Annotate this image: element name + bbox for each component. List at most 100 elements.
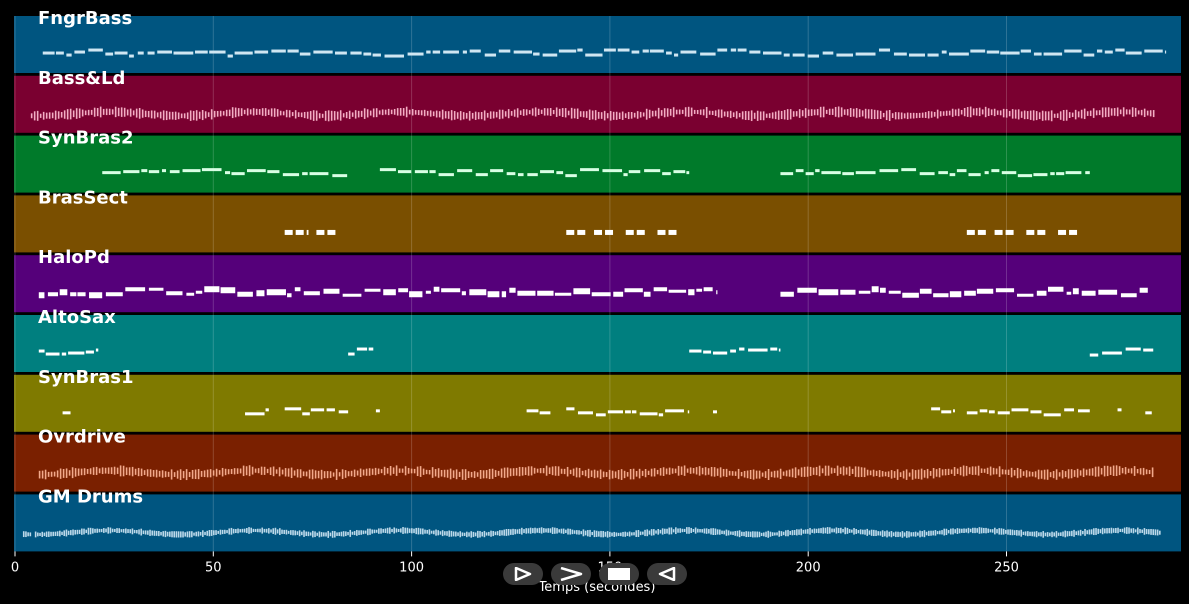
note [822, 527, 825, 534]
note [183, 113, 186, 119]
note [1130, 468, 1133, 474]
note [87, 109, 90, 116]
note [191, 469, 194, 479]
note [374, 467, 377, 476]
note [314, 531, 316, 538]
note [1126, 527, 1128, 534]
note [936, 531, 939, 535]
note [360, 530, 363, 535]
note [893, 52, 907, 56]
note [204, 286, 220, 293]
note [680, 50, 697, 54]
note [890, 531, 893, 538]
note [974, 527, 976, 534]
note [798, 529, 800, 535]
note [1025, 470, 1028, 478]
note [593, 469, 596, 479]
note [141, 109, 144, 118]
note [105, 108, 108, 116]
note [72, 529, 74, 536]
note [621, 111, 624, 120]
note [61, 352, 67, 356]
note [1106, 465, 1109, 477]
note [906, 112, 909, 120]
note [419, 528, 422, 535]
note [430, 530, 433, 534]
forward-button[interactable] [551, 563, 591, 585]
note [316, 229, 325, 235]
note [36, 110, 39, 121]
note [422, 528, 424, 535]
note [175, 531, 178, 538]
note [195, 290, 203, 294]
note [1068, 531, 1071, 537]
note [1056, 113, 1059, 119]
note [653, 529, 655, 536]
note [1089, 353, 1099, 357]
back-button[interactable] [647, 563, 687, 585]
note [1101, 107, 1104, 118]
note [1125, 51, 1142, 55]
note [611, 470, 614, 479]
note [221, 467, 224, 477]
note [226, 530, 228, 534]
note [356, 470, 359, 476]
note [276, 529, 279, 534]
note [620, 469, 623, 480]
note [295, 229, 304, 235]
note [1137, 527, 1139, 535]
note [297, 112, 300, 117]
note [515, 467, 518, 476]
note [1061, 470, 1064, 479]
note [495, 111, 498, 118]
note [208, 530, 211, 537]
note [1127, 468, 1130, 473]
note [552, 110, 555, 115]
note [730, 531, 732, 535]
note [188, 531, 191, 538]
note [625, 410, 631, 414]
note [503, 529, 506, 536]
note [45, 112, 48, 119]
note [902, 470, 905, 479]
note [1143, 108, 1146, 117]
note [141, 169, 148, 173]
note [657, 529, 660, 535]
note [351, 531, 354, 535]
note [864, 529, 866, 535]
note [168, 111, 171, 120]
note [144, 530, 147, 535]
note [367, 528, 369, 536]
track-band-halopd [14, 255, 1181, 313]
note [265, 408, 269, 412]
note [1164, 50, 1167, 54]
note [765, 531, 767, 538]
note [818, 289, 839, 296]
note [720, 109, 723, 118]
note [716, 468, 719, 476]
play-button[interactable] [503, 563, 543, 585]
note [400, 528, 402, 533]
note [1110, 108, 1113, 116]
note [441, 530, 444, 537]
note [1112, 528, 1115, 533]
note [989, 466, 992, 476]
note [976, 528, 979, 533]
note [371, 529, 374, 534]
note [644, 468, 647, 478]
note [613, 531, 616, 537]
note [195, 110, 198, 121]
note [323, 532, 325, 537]
note [1149, 110, 1152, 117]
note [951, 108, 954, 117]
note [626, 532, 629, 536]
note [630, 112, 633, 119]
note [692, 528, 695, 533]
note [770, 471, 773, 478]
note [917, 469, 920, 479]
stop-button[interactable] [599, 563, 639, 585]
note [582, 111, 585, 118]
note [896, 469, 899, 480]
note [144, 110, 147, 118]
note [932, 467, 935, 479]
